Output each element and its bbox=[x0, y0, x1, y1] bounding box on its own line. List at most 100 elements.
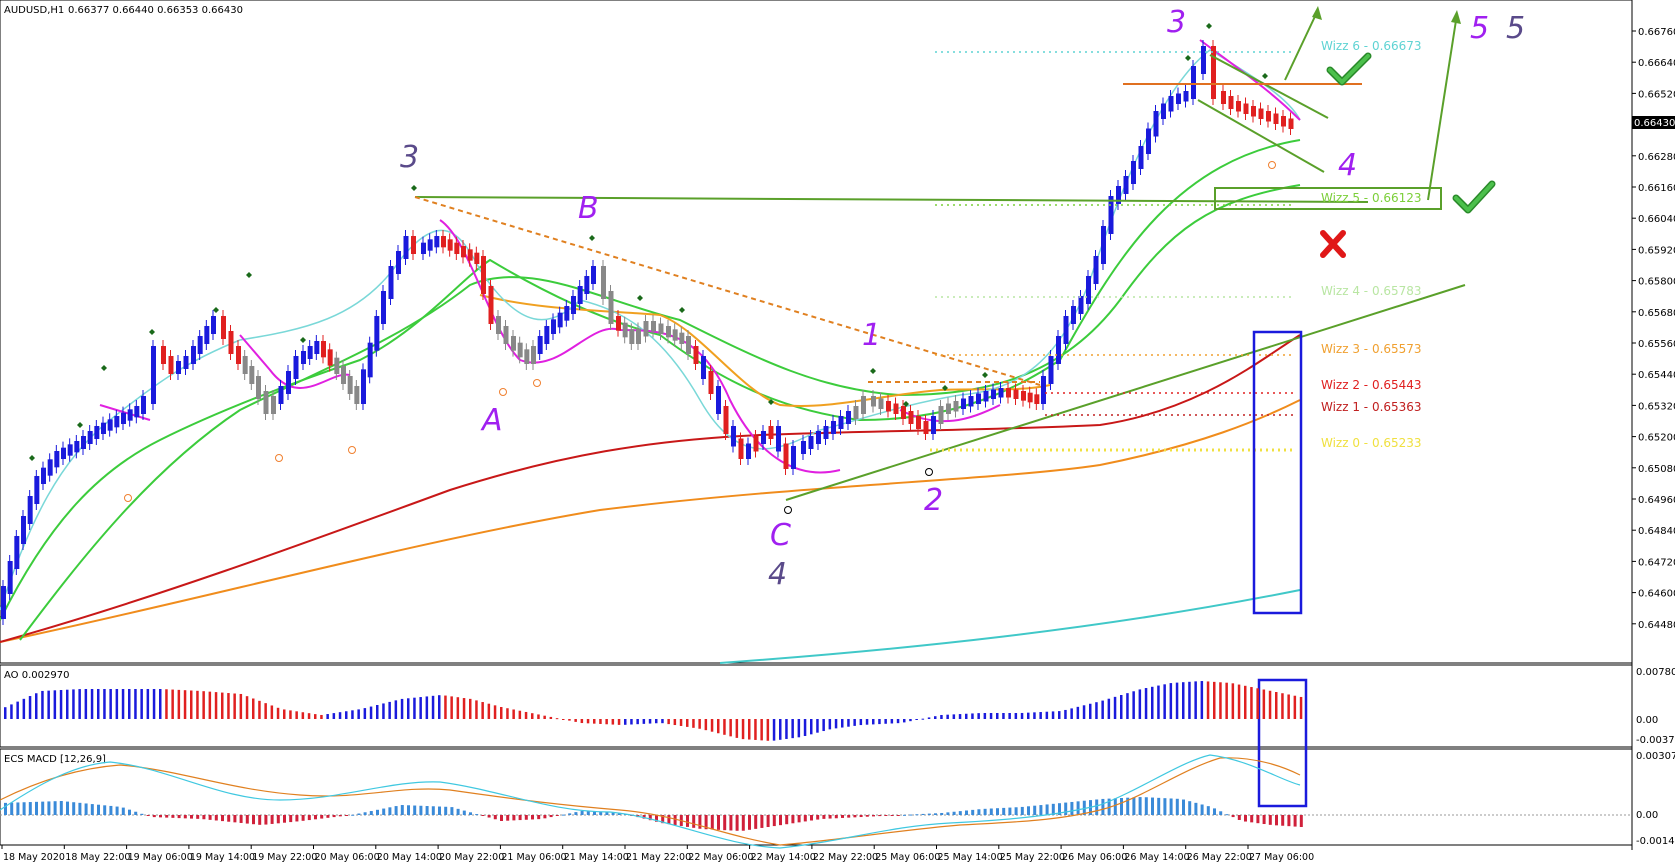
wizz-0-label: Wizz 0 - 0.65233 bbox=[1321, 436, 1422, 450]
wizz-level-lines bbox=[930, 51, 1295, 452]
ao-bar bbox=[22, 698, 26, 719]
candle-body bbox=[961, 398, 966, 409]
ao-bar bbox=[233, 693, 236, 719]
time-tick-label: 26 May 06:00 bbox=[1062, 852, 1127, 863]
divergence-box-main bbox=[1252, 330, 1303, 615]
macd-bar bbox=[810, 815, 813, 821]
ao-bar bbox=[419, 697, 422, 719]
candle-body bbox=[564, 306, 570, 321]
ao-bar bbox=[351, 710, 354, 719]
ao-bar bbox=[388, 701, 391, 719]
main-panel[interactable] bbox=[0, 0, 1633, 664]
candle-body bbox=[367, 342, 373, 378]
macd-bar bbox=[1058, 803, 1061, 815]
ao-panel[interactable] bbox=[0, 664, 1633, 748]
fractal-down bbox=[533, 379, 541, 387]
macd-bar bbox=[834, 815, 838, 819]
macd-bar bbox=[314, 815, 317, 820]
candle-body bbox=[1013, 389, 1019, 399]
time-tick-label: 22 May 22:00 bbox=[813, 852, 878, 863]
ao-bar bbox=[221, 692, 224, 719]
ao-bar bbox=[971, 713, 974, 719]
candle-body bbox=[286, 371, 291, 394]
ao-bar bbox=[1120, 695, 1123, 719]
cross-icon bbox=[1320, 230, 1346, 258]
macd-bar bbox=[320, 815, 324, 819]
ao-bar bbox=[735, 719, 739, 738]
macd-bar bbox=[121, 807, 125, 815]
candle-body bbox=[846, 411, 851, 424]
candle-body bbox=[1211, 46, 1216, 99]
candle-body bbox=[601, 266, 606, 299]
macd-bar bbox=[543, 815, 547, 819]
candle-body bbox=[991, 389, 996, 399]
macd-panel[interactable] bbox=[0, 748, 1633, 846]
ao-bar bbox=[314, 714, 317, 719]
candle-body bbox=[461, 246, 466, 258]
macd-bar bbox=[704, 815, 708, 830]
candle-body bbox=[1116, 186, 1121, 204]
macd-bar bbox=[599, 811, 603, 815]
candle-body bbox=[211, 316, 216, 334]
macd-bar bbox=[779, 815, 782, 826]
ao-bar bbox=[202, 691, 205, 719]
fractal-down bbox=[499, 388, 507, 396]
candle-body bbox=[388, 266, 394, 299]
macd-bar bbox=[438, 806, 441, 815]
macd-bar bbox=[345, 815, 348, 816]
ao-bar bbox=[121, 689, 125, 719]
ao-bar bbox=[1231, 683, 1235, 719]
ao-bar bbox=[394, 700, 398, 719]
ao-bar bbox=[1206, 681, 1210, 719]
arrow-up-long-head bbox=[1451, 10, 1461, 24]
macd-bar bbox=[493, 815, 497, 820]
macd-main-line bbox=[0, 754, 1301, 849]
macd-bar bbox=[909, 814, 913, 816]
ao-bar bbox=[586, 719, 590, 724]
candle-body bbox=[1056, 336, 1061, 364]
candle-body bbox=[893, 403, 899, 414]
macd-bar bbox=[450, 807, 454, 815]
ao-bar bbox=[134, 689, 137, 719]
ao-bar bbox=[1089, 703, 1092, 719]
macd-bar bbox=[183, 815, 187, 819]
macd-bar bbox=[196, 815, 200, 819]
candle-body bbox=[1027, 392, 1033, 403]
macd-bar bbox=[915, 814, 919, 816]
macd-bar bbox=[338, 815, 342, 817]
candle-body bbox=[191, 346, 196, 364]
macd-bar bbox=[140, 813, 144, 815]
macd-bar bbox=[382, 808, 386, 815]
fractal-up bbox=[246, 272, 252, 278]
ao-bar bbox=[531, 713, 534, 719]
ao-bar bbox=[872, 719, 875, 725]
macd-bar bbox=[1101, 798, 1105, 815]
macd-bar bbox=[996, 808, 999, 815]
ao-bar bbox=[797, 719, 801, 738]
current-price-tag bbox=[1632, 116, 1675, 129]
ao-bar bbox=[723, 719, 726, 735]
candle-body bbox=[571, 296, 576, 314]
candle-body bbox=[1, 586, 6, 619]
macd-bar bbox=[1070, 801, 1074, 815]
candle-body bbox=[411, 236, 416, 254]
ao-bar bbox=[84, 689, 88, 719]
ao-bar bbox=[171, 689, 174, 719]
candle-body bbox=[503, 326, 509, 344]
candle-body bbox=[1273, 113, 1279, 124]
candle-body bbox=[629, 329, 635, 344]
candle-body bbox=[183, 356, 189, 369]
candle-body bbox=[403, 236, 409, 259]
time-tick-label: 21 May 22:00 bbox=[626, 852, 691, 863]
candle-body bbox=[87, 431, 93, 444]
macd-bar bbox=[307, 815, 311, 821]
macd-bar bbox=[1027, 806, 1030, 815]
ao-bar bbox=[1027, 712, 1030, 719]
macd-bar bbox=[549, 815, 553, 818]
candle-body bbox=[878, 398, 884, 409]
ao-axis-bottom: -0.003733 bbox=[1636, 735, 1675, 746]
macd-bar bbox=[376, 809, 379, 815]
